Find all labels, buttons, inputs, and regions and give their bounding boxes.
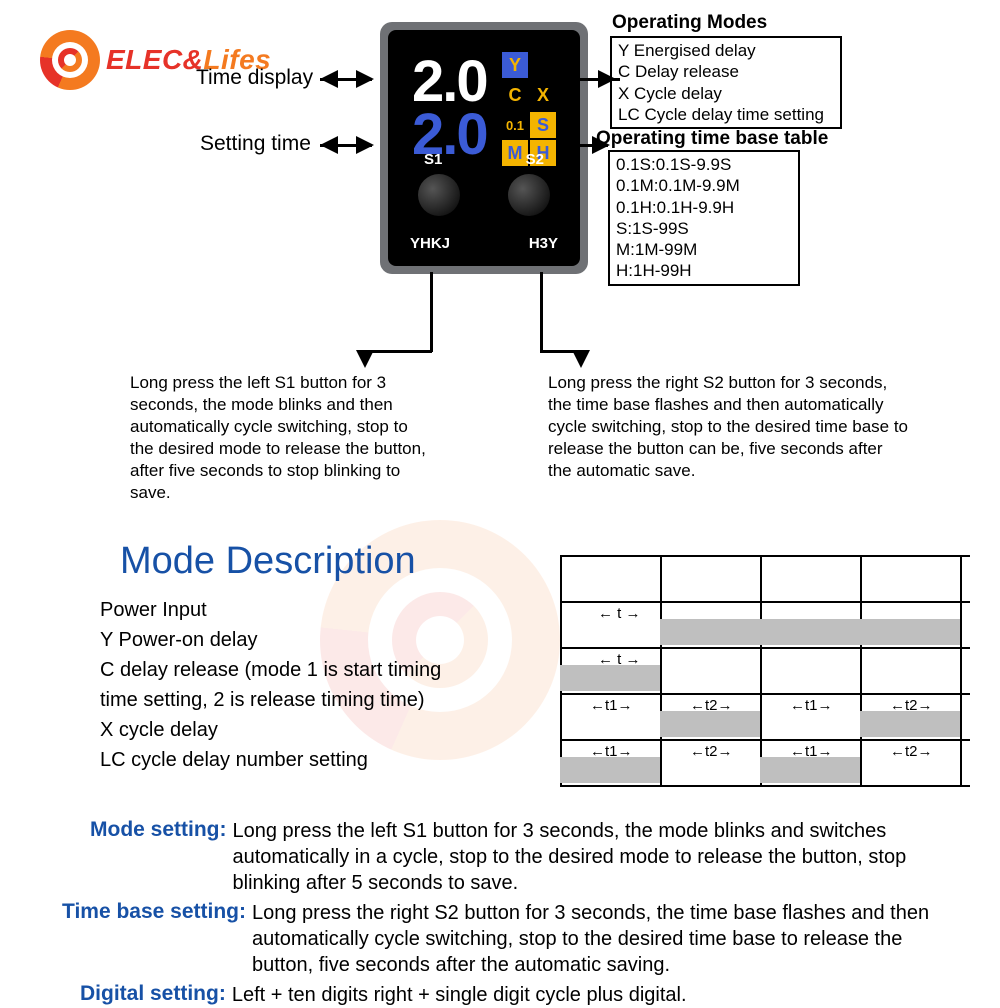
lcd-letter-s: S bbox=[530, 112, 556, 138]
setting-title: Mode setting: bbox=[90, 818, 227, 896]
setting-desc: Left + ten digits right + single digit c… bbox=[232, 982, 687, 1008]
arrow-right-icon bbox=[592, 136, 610, 154]
lcd-letter-01: 0.1 bbox=[502, 112, 528, 138]
setting-desc: Long press the right S2 button for 3 sec… bbox=[252, 900, 932, 978]
arrow-right-icon bbox=[356, 136, 374, 154]
knob-s2 bbox=[508, 174, 550, 216]
leader-line bbox=[540, 272, 543, 352]
device-brand: YHKJ bbox=[410, 235, 450, 252]
setting-title: Digital setting: bbox=[80, 982, 226, 1008]
s2-description: Long press the right S2 button for 3 sec… bbox=[548, 372, 908, 482]
logo-text-a: ELEC& bbox=[106, 44, 203, 75]
leader-line bbox=[430, 272, 433, 352]
setting-desc: Long press the left S1 button for 3 seco… bbox=[233, 818, 931, 896]
list-item: time setting, 2 is release timing time) bbox=[100, 685, 441, 715]
timing-diagram: ← t →← t →←t1→←t2→←t1→←t2→←t1→←t2→←t1→←t… bbox=[560, 555, 970, 785]
arrow-left-icon bbox=[320, 136, 338, 154]
table-row: 0.1H:0.1H-9.9H bbox=[616, 197, 792, 218]
knob-s1 bbox=[418, 174, 460, 216]
arrow-left-icon bbox=[320, 70, 338, 88]
arrow-down-icon bbox=[572, 350, 590, 368]
leader-line bbox=[364, 350, 432, 353]
lcd-letter-m: M bbox=[502, 140, 528, 166]
lcd-letter-c: C bbox=[502, 82, 528, 108]
list-item: X cycle delay bbox=[100, 715, 441, 745]
table-row: H:1H-99H bbox=[616, 260, 792, 281]
table-row: C Delay release bbox=[618, 61, 834, 82]
mode-description-list: Power Input Y Power-on delay C delay rel… bbox=[100, 595, 441, 775]
table-row: LC Cycle delay time setting bbox=[618, 104, 834, 125]
logo-icon bbox=[40, 30, 100, 90]
arrow-down-icon bbox=[356, 350, 374, 368]
mode-description-heading: Mode Description bbox=[120, 540, 416, 583]
table-row: S:1S-99S bbox=[616, 218, 792, 239]
time-base-table: 0.1S:0.1S-9.9S 0.1M:0.1M-9.9M 0.1H:0.1H-… bbox=[608, 150, 800, 286]
arrow-left-icon bbox=[556, 136, 574, 154]
arrow-right-icon bbox=[598, 70, 616, 88]
lcd-letter-x: X bbox=[530, 82, 556, 108]
list-item: Y Power-on delay bbox=[100, 625, 441, 655]
time-base-setting-row: Time base setting: Long press the right … bbox=[62, 900, 932, 978]
callout-setting-time: Setting time bbox=[200, 132, 311, 156]
operating-modes-heading: Operating Modes bbox=[612, 12, 767, 34]
s1-description: Long press the left S1 button for 3 seco… bbox=[130, 372, 430, 505]
device-lcd: 2.0 2.0 Y C X 0.1 S M H bbox=[406, 42, 562, 162]
knob-label-s2: S2 bbox=[526, 151, 544, 168]
knob-label-s1: S1 bbox=[424, 151, 442, 168]
arrow-left-icon bbox=[556, 70, 574, 88]
lcd-letter-y: Y bbox=[502, 52, 528, 78]
callout-time-display: Time display bbox=[196, 66, 313, 90]
table-row: Y Energised delay bbox=[618, 40, 834, 61]
table-row: 0.1S:0.1S-9.9S bbox=[616, 154, 792, 175]
table-row: 0.1M:0.1M-9.9M bbox=[616, 175, 792, 196]
arrow-right-icon bbox=[356, 70, 374, 88]
table-row: M:1M-99M bbox=[616, 239, 792, 260]
list-item: Power Input bbox=[100, 595, 441, 625]
device-model: H3Y bbox=[529, 235, 558, 252]
list-item: C delay release (mode 1 is start timing bbox=[100, 655, 441, 685]
digital-setting-row: Digital setting: Left + ten digits right… bbox=[80, 982, 930, 1008]
mode-setting-row: Mode setting: Long press the left S1 but… bbox=[90, 818, 930, 896]
table-row: X Cycle delay bbox=[618, 83, 834, 104]
setting-title: Time base setting: bbox=[62, 900, 246, 978]
list-item: LC cycle delay number setting bbox=[100, 745, 441, 775]
operating-modes-table: Y Energised delay C Delay release X Cycl… bbox=[610, 36, 842, 129]
time-base-heading: Operating time base table bbox=[596, 128, 828, 150]
